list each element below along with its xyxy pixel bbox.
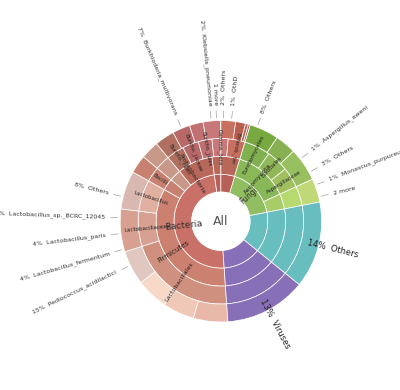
Text: Lactobacillus: Lactobacillus (133, 190, 168, 206)
Wedge shape (280, 151, 312, 187)
Wedge shape (244, 124, 250, 142)
Text: 8%  Others: 8% Others (74, 182, 109, 196)
Wedge shape (241, 124, 248, 142)
Wedge shape (164, 290, 198, 318)
Text: Lactobacillales: Lactobacillales (164, 262, 194, 303)
Wedge shape (235, 159, 280, 202)
Wedge shape (180, 157, 214, 185)
Wedge shape (224, 251, 271, 286)
Wedge shape (183, 142, 203, 163)
Wedge shape (156, 190, 226, 286)
Text: 7%  Burkhloderia_multivorans: 7% Burkhloderia_multivorans (136, 26, 178, 116)
Wedge shape (171, 171, 191, 191)
Text: 4%  Lactobacillus_paris: 4% Lactobacillus_paris (32, 232, 106, 247)
Text: 1%  Monascus_purpureus: 1% Monascus_purpureus (328, 148, 400, 183)
Wedge shape (156, 133, 182, 158)
Text: Eurotiales: Eurotiales (260, 156, 282, 179)
Wedge shape (157, 158, 180, 180)
Wedge shape (144, 144, 168, 168)
Wedge shape (221, 121, 236, 139)
Text: 5%  Lactobacillus_sp._BCRC_12045: 5% Lactobacillus_sp._BCRC_12045 (0, 211, 105, 220)
Text: Lactobacillaceae: Lactobacillaceae (124, 223, 171, 233)
Wedge shape (257, 209, 286, 262)
Text: Burkho._jules: Burkho._jules (200, 131, 213, 167)
Text: Burkho._jaceae: Burkho._jaceae (184, 133, 204, 172)
Wedge shape (141, 271, 174, 305)
Wedge shape (245, 125, 277, 152)
Wedge shape (227, 139, 245, 159)
Wedge shape (168, 147, 191, 171)
Wedge shape (258, 154, 285, 180)
Wedge shape (221, 138, 228, 157)
Text: Bacteria: Bacteria (164, 219, 202, 232)
Wedge shape (285, 202, 322, 285)
Text: Gamma._tera: Gamma._tera (217, 129, 223, 165)
Wedge shape (296, 179, 320, 206)
Text: 15%  Pediococcus_acidilactici: 15% Pediococcus_acidilactici (32, 269, 118, 316)
Wedge shape (138, 211, 159, 246)
Circle shape (192, 192, 250, 250)
Wedge shape (120, 209, 142, 252)
Text: Enterob._ter: Enterob._ter (229, 132, 241, 165)
Wedge shape (229, 176, 267, 216)
Text: 4%  Lactobacillus_fermentum: 4% Lactobacillus_fermentum (19, 250, 110, 282)
Wedge shape (233, 122, 246, 141)
Wedge shape (244, 212, 268, 251)
Text: 3%  Others: 3% Others (321, 146, 354, 167)
Wedge shape (280, 187, 302, 209)
Text: 1%  Aspergillus_aweni: 1% Aspergillus_aweni (310, 105, 369, 152)
Text: Proteobacteria: Proteobacteria (177, 153, 206, 195)
Wedge shape (142, 241, 227, 304)
Text: 2%  Others: 2% Others (222, 70, 227, 105)
Wedge shape (173, 126, 195, 148)
Wedge shape (267, 138, 293, 164)
Wedge shape (212, 138, 221, 157)
Wedge shape (198, 139, 214, 159)
Wedge shape (212, 156, 221, 175)
Wedge shape (174, 175, 224, 268)
Wedge shape (271, 169, 296, 194)
Text: 14%  Others: 14% Others (307, 239, 360, 260)
Text: Eurotiomycetes: Eurotiomycetes (242, 135, 265, 176)
Text: 1 more: 1 more (212, 83, 218, 106)
Wedge shape (240, 142, 269, 168)
Text: 2 more: 2 more (333, 185, 356, 196)
Text: 8%  Others: 8% Others (260, 79, 277, 114)
Wedge shape (221, 174, 235, 193)
Wedge shape (139, 181, 164, 213)
Wedge shape (193, 301, 228, 322)
Wedge shape (190, 122, 206, 143)
Text: 1%  OthD: 1% OthD (230, 76, 239, 106)
Text: Burkho._rales: Burkho._rales (168, 143, 192, 176)
Text: 2%  Klebsiella_pneumoniae: 2% Klebsiella_pneumoniae (199, 20, 213, 106)
Wedge shape (227, 273, 299, 322)
Wedge shape (149, 168, 171, 190)
Text: Firmicutes: Firmicutes (157, 239, 190, 263)
Text: Ascomycota: Ascomycota (243, 163, 272, 195)
Text: Bacilli: Bacilli (152, 173, 168, 186)
Text: Aspergillaceae: Aspergillaceae (265, 169, 302, 195)
Wedge shape (226, 262, 285, 304)
Text: All: All (213, 215, 229, 228)
Text: Fungi: Fungi (238, 186, 260, 206)
Wedge shape (121, 172, 149, 211)
Wedge shape (203, 121, 221, 140)
Wedge shape (264, 194, 284, 212)
Text: 13%  Viruses: 13% Viruses (258, 297, 292, 350)
Wedge shape (164, 180, 185, 199)
Wedge shape (271, 206, 304, 273)
Wedge shape (214, 174, 221, 193)
Wedge shape (223, 239, 257, 268)
Wedge shape (133, 157, 157, 181)
Wedge shape (221, 156, 240, 176)
Wedge shape (125, 246, 155, 282)
